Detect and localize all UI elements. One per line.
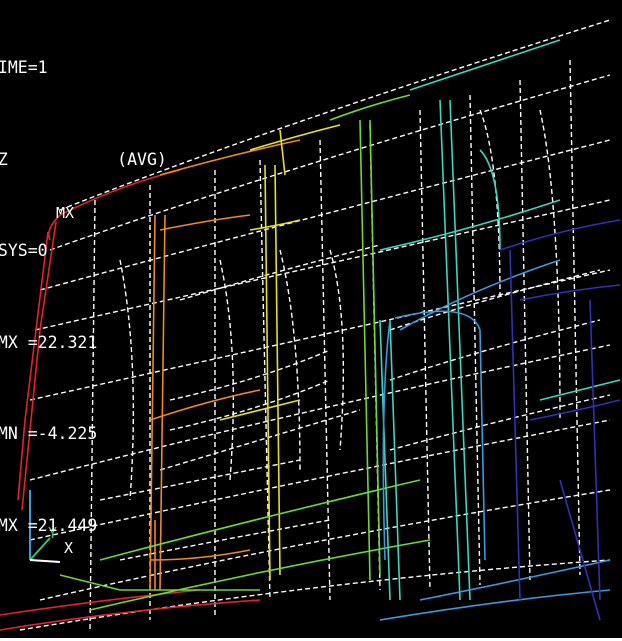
contour-line <box>499 219 621 621</box>
contour-lines-max <box>0 169 261 631</box>
legend-result-item: UZ (AVG) <box>0 149 167 169</box>
contour-line <box>379 259 611 621</box>
contour-line <box>149 139 301 591</box>
contour-line <box>0 169 261 631</box>
triad-x-label: X <box>64 539 73 557</box>
legend-time: TIME=1 <box>0 58 48 77</box>
mesh-edge <box>19 19 611 631</box>
max-marker-label: MX <box>56 204 74 222</box>
viewport-bottom-border <box>0 638 622 641</box>
contour-lines-high <box>149 139 301 591</box>
legend-smx: SMX =21.449 <box>0 515 98 535</box>
contour-line <box>59 94 431 611</box>
triad-y-label: Y <box>48 524 57 542</box>
contour-lines-mid-high <box>219 124 341 581</box>
legend-dmx: DMX =22.321 <box>0 332 98 352</box>
contour-lines-mid-low <box>379 39 621 601</box>
coordinate-triad: Y X <box>29 490 73 563</box>
contour-lines-low <box>379 259 611 621</box>
mesh-edge <box>99 244 611 561</box>
contour-line <box>379 39 621 601</box>
result-legend: TIME=1 UZ (AVG) RSYS=0 DMX =22.321 SMN =… <box>0 0 167 602</box>
triad-y-axis <box>29 537 51 561</box>
contour-line <box>219 124 341 581</box>
contour-lines-min <box>499 219 621 621</box>
legend-rsys: RSYS=0 <box>0 241 48 260</box>
contour-lines-mid <box>59 94 431 611</box>
legend-smn: SMN =-4.225 <box>0 424 98 443</box>
triad-x-axis <box>29 559 61 563</box>
